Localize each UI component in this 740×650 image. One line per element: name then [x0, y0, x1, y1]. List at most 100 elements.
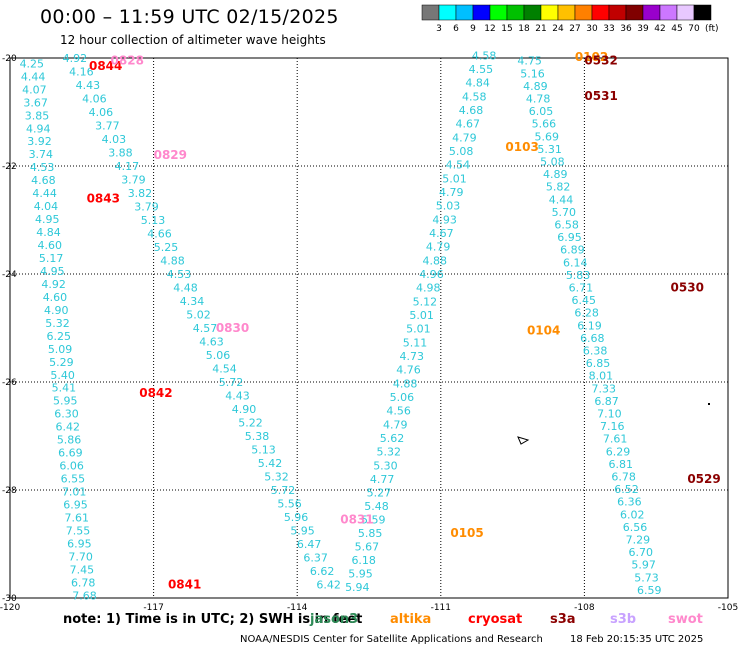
colorbar-swatch [693, 4, 712, 21]
wave-height-value: 5.08 [449, 145, 474, 158]
colorbar-label: 3 [436, 24, 442, 34]
footer-credit: NOAA/NESDIS Center for Satellite Applica… [240, 634, 543, 645]
wave-height-value: 4.44 [21, 70, 45, 83]
wave-height-value: 7.61 [65, 511, 90, 524]
wave-height-value: 5.72 [271, 484, 296, 497]
legend-cryosat: cryosat [468, 612, 523, 627]
colorbar-label: 18 [518, 24, 530, 34]
wave-height-value: 7.33 [591, 382, 616, 395]
colorbar-label: 9 [470, 24, 476, 34]
wave-height-value: 7.29 [626, 534, 651, 547]
pass-time-label: 0530 [671, 281, 704, 295]
wave-height-value: 5.25 [154, 241, 179, 254]
wave-height-value: 4.92 [41, 278, 66, 291]
wave-height-value: 5.40 [50, 369, 75, 382]
y-tick-label: -22 [2, 162, 17, 172]
pass-time-label: 0105 [450, 526, 483, 540]
wave-height-value: 4.95 [40, 265, 64, 278]
wave-height-value: 5.56 [277, 498, 302, 511]
colorbar-label: 33 [603, 24, 614, 34]
wave-height-value: 6.68 [580, 332, 605, 345]
note-text: note: 1) Time is in UTC; 2) SWH is in fe… [63, 612, 363, 627]
pass-time-label: 0828 [111, 54, 144, 68]
wave-height-value: 6.47 [297, 538, 322, 551]
colorbar-label: 70 [688, 24, 700, 34]
colorbar-swatch [591, 4, 610, 21]
wave-height-value: 5.95 [290, 525, 315, 538]
wave-height-value: 4.16 [69, 66, 94, 79]
colorbar-swatch [625, 4, 644, 21]
wave-height-value: 4.84 [465, 77, 490, 90]
wave-height-value: 5.86 [57, 434, 82, 447]
wave-height-value: 6.95 [67, 537, 92, 550]
colorbar-label: 27 [569, 24, 580, 34]
wave-height-value: 6.29 [606, 445, 631, 458]
wave-height-value: 4.17 [115, 160, 140, 173]
colorbar-label: 6 [453, 24, 459, 34]
wave-height-value: 4.66 [147, 228, 172, 241]
y-tick-label: -24 [2, 270, 17, 280]
island-outline [517, 436, 530, 445]
pass-time-label: 0844 [89, 59, 122, 73]
wave-height-value: 4.78 [526, 93, 551, 106]
wave-height-value: 5.06 [206, 349, 231, 362]
wave-height-value: 3.92 [27, 135, 52, 148]
wave-height-value: 4.53 [30, 161, 54, 174]
wave-height-value: 4.44 [549, 193, 574, 206]
wave-height-value: 5.83 [566, 269, 591, 282]
colorbar-swatch [659, 4, 678, 21]
wave-height-value: 6.78 [71, 576, 96, 589]
wave-height-value: 6.70 [629, 546, 654, 559]
wave-height-value: 6.18 [351, 554, 376, 567]
wave-height-value: 6.42 [316, 579, 341, 592]
wave-height-value: 6.19 [577, 319, 602, 332]
wave-height-value: 6.52 [614, 483, 639, 496]
wave-height-value: 3.79 [121, 174, 146, 187]
wave-height-value: 6.45 [572, 294, 597, 307]
wave-height-value: 4.92 [63, 52, 88, 65]
wave-height-value: 6.85 [586, 357, 611, 370]
wave-height-value: 4.96 [419, 268, 444, 281]
wave-height-value: 4.68 [31, 174, 56, 187]
wave-height-value: 4.44 [32, 187, 57, 200]
wave-height-value: 4.58 [462, 90, 487, 103]
wave-height-value: 4.58 [472, 49, 497, 62]
y-tick-label: -30 [2, 594, 17, 604]
wave-height-value: 3.88 [108, 147, 133, 160]
wave-height-value: 6.02 [620, 508, 645, 521]
legend-altika: altika [390, 612, 432, 627]
wave-height-value: 4.67 [429, 227, 454, 240]
wave-height-value: 5.95 [348, 568, 373, 581]
colorbar-label: 21 [535, 24, 546, 34]
wave-height-value: 5.17 [39, 252, 64, 265]
wave-height-value: 5.32 [45, 317, 70, 330]
wave-height-value: 4.60 [43, 291, 68, 304]
colorbar-swatch [557, 4, 576, 21]
pass-time-label: 0529 [687, 472, 720, 486]
wave-height-value: 4.88 [423, 254, 448, 267]
colorbar-label: 36 [620, 24, 632, 34]
colorbar-swatch [608, 4, 627, 21]
wave-height-value: 4.03 [102, 133, 127, 146]
colorbar-label: 42 [654, 24, 665, 34]
wave-height-value: 4.98 [416, 282, 441, 295]
legend-jason3: jason3 [310, 612, 359, 627]
wave-height-value: 5.59 [361, 514, 386, 527]
wave-height-value: 7.61 [603, 433, 628, 446]
wave-height-value: 6.37 [303, 552, 328, 565]
legend-swot: swot [668, 612, 703, 627]
chart-subtitle: 12 hour collection of altimeter wave hei… [60, 33, 326, 47]
wave-height-value: 3.67 [23, 96, 48, 109]
wave-height-value: 4.34 [180, 295, 205, 308]
wave-height-value: 6.58 [554, 219, 579, 232]
wave-height-value: 5.30 [373, 459, 398, 472]
wave-height-value: 7.70 [68, 550, 93, 563]
pass-time-label: 0843 [87, 191, 120, 205]
wave-height-value: 4.94 [26, 122, 50, 135]
wave-height-value: 4.88 [393, 377, 418, 390]
wave-height-value: 5.95 [53, 395, 78, 408]
wave-height-value: 5.08 [540, 156, 565, 169]
wave-height-value: 5.70 [552, 206, 577, 219]
wave-height-value: 3.79 [134, 201, 159, 214]
